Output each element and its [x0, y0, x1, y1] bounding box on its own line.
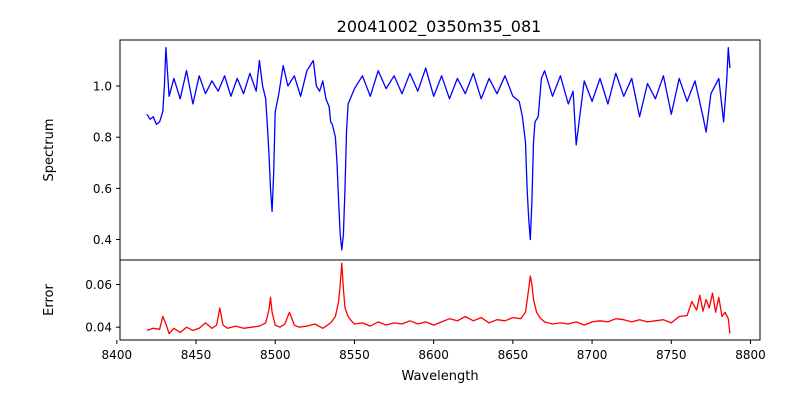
- x-tick-label: 8400: [102, 348, 133, 362]
- spectrum-panel: 0.4 0.6 0.8 1.0 Spectrum: [42, 39, 761, 261]
- spectrum-ytick-label: 1.0: [93, 80, 112, 94]
- spectrum-ytick-label: 0.4: [93, 233, 112, 247]
- x-tick-label: 8600: [418, 348, 449, 362]
- error-series-line: [146, 262, 731, 335]
- error-axes-frame: [119, 259, 761, 341]
- error-panel: 0.04 0.06 8400 8450 8500 8550 8600 8650 8700 875…: [42, 259, 766, 362]
- x-tick-label: 8450: [181, 348, 212, 362]
- x-axis-label: Wavelength: [401, 369, 478, 384]
- x-tick-label: 8750: [656, 348, 687, 362]
- chart-title: 20041002_0350m35_081: [337, 17, 542, 37]
- spectrum-ytick-label: 0.6: [93, 182, 112, 196]
- x-tick-label: 8500: [260, 348, 291, 362]
- x-tick-label: 8700: [577, 348, 608, 362]
- x-tick-label: 8800: [735, 348, 766, 362]
- error-ytick-label: 0.06: [85, 278, 112, 292]
- x-tick-label: 8650: [498, 348, 529, 362]
- x-tick-label: 8550: [339, 348, 370, 362]
- error-ytick-label: 0.04: [85, 321, 112, 335]
- spectrum-series-line: [146, 47, 731, 251]
- error-ylabel: Error: [42, 284, 57, 316]
- spectrum-ylabel: Spectrum: [42, 119, 57, 182]
- spectrum-ytick-label: 0.8: [93, 131, 112, 145]
